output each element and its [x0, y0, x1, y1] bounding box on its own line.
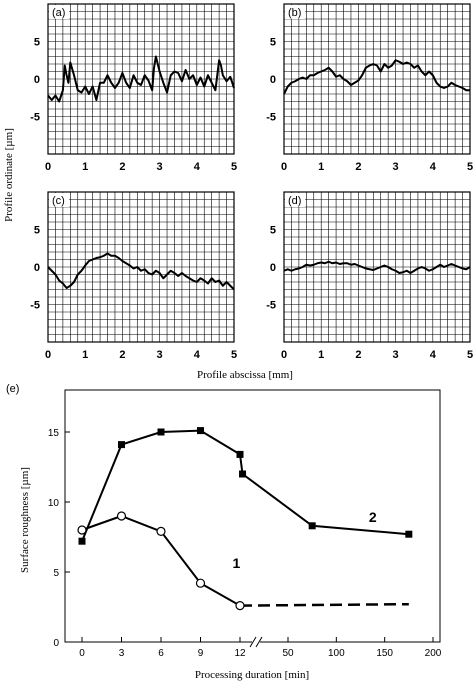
x-tick-label: 5	[467, 349, 473, 361]
x-tick-label: 9	[198, 648, 204, 659]
x-tick-label: 5	[467, 161, 473, 173]
y-tick-label: -5	[30, 300, 40, 312]
y-tick-label: -5	[30, 112, 40, 124]
x-tick-label: 3	[393, 161, 399, 173]
panel-label: (e)	[6, 383, 19, 395]
x-tick-label: 4	[194, 161, 201, 173]
series-2-point	[118, 441, 125, 449]
x-tick-label: 150	[376, 648, 393, 659]
y-tick-label: 15	[48, 428, 60, 439]
y-tick-label: 0	[270, 74, 276, 86]
x-tick-label: 200	[425, 648, 442, 659]
y-tick-label: 5	[53, 568, 59, 579]
panel-label-background	[285, 5, 305, 19]
axis-break-mark	[249, 636, 257, 648]
x-tick-label: 1	[318, 161, 324, 173]
y-axis-label: Surface roughness [µm]	[19, 467, 31, 573]
series-1-point	[195, 578, 206, 588]
x-tick-label: 0	[45, 349, 51, 361]
series-1-point	[156, 526, 166, 537]
y-tick-label: 0	[34, 74, 40, 86]
y-tick-label: 0	[34, 262, 40, 274]
x-tick-label: 2	[119, 161, 125, 173]
x-tick-label: 1	[82, 349, 88, 361]
x-tick-label: 4	[430, 349, 437, 361]
series-2-line	[81, 429, 409, 542]
plot-frame	[47, 3, 235, 155]
series-1-point	[235, 600, 245, 611]
profile-curve	[283, 59, 470, 95]
profile-curve	[283, 260, 471, 274]
panel-label: (d)	[288, 195, 301, 207]
series-2-point	[157, 428, 165, 436]
y-tick-label: 5	[270, 37, 276, 49]
x-tick-label: 0	[79, 648, 85, 659]
panel-d: (d) 5 0 -5 0 1 2 3 4 5	[266, 191, 473, 361]
panel-b: (b) 5 0 -5 0 1 2 3 4 5	[266, 3, 473, 173]
profile-panels: (a)50-50 1 2 3 4 5(b)50-50 1 2 3 4 5(c)50-50 1 2 3 4 5(…	[30, 3, 473, 361]
panel-label: (b)	[288, 7, 301, 19]
panel-c: (c) 5 0 -5 0 1 2 3 4 5	[30, 191, 237, 361]
x-tick-label: 100	[328, 648, 345, 659]
x-tick-label: 0	[281, 161, 287, 173]
x-tick-label: 3	[157, 349, 163, 361]
series-1-point	[77, 525, 87, 535]
y-tick-label: -5	[266, 300, 276, 312]
axis-break-gap	[252, 637, 260, 647]
series-2-point	[308, 522, 316, 530]
series-2-point	[405, 530, 413, 538]
profile-curve	[47, 252, 235, 291]
panel-label: (c)	[52, 195, 65, 207]
profile-y-axis-label: Profile ordinate [µm]	[3, 128, 15, 222]
y-tick-label: 5	[34, 37, 40, 49]
plot-frame	[283, 3, 471, 155]
y-tick-label: 0	[270, 262, 276, 274]
x-tick-label: 3	[119, 648, 125, 659]
panel-label-background	[49, 193, 69, 207]
profile-curve	[47, 55, 235, 103]
x-tick-label: 3	[157, 161, 163, 173]
y-tick-label: 5	[270, 225, 276, 237]
panel-label-background	[285, 193, 305, 207]
x-tick-label: 5	[231, 349, 237, 361]
x-tick-label: 12	[234, 648, 246, 659]
y-tick-label: 0	[53, 638, 59, 649]
y-tick-label: -5	[266, 112, 276, 124]
x-tick-label: 0	[281, 349, 287, 361]
series-2-label: 2	[369, 509, 377, 525]
series-1-dashed-line	[239, 602, 409, 607]
x-tick-label: 4	[430, 161, 437, 173]
x-tick-label: 0	[45, 161, 51, 173]
series-2-point	[239, 470, 247, 478]
profile-x-axis-label: Profile abscissa [mm]	[197, 369, 293, 381]
y-tick-label: 10	[48, 498, 60, 509]
series-2-point	[236, 450, 244, 458]
x-tick-label: 2	[355, 161, 361, 173]
x-axis-label: Processing duration [min]	[195, 669, 309, 681]
x-tick-label: 2	[119, 349, 125, 361]
series-1-label: 1	[233, 555, 241, 571]
series-2-point	[78, 537, 86, 545]
x-tick-label: 50	[282, 648, 294, 659]
axis-break-mark	[255, 636, 263, 648]
x-tick-label: 1	[318, 349, 324, 361]
series-1-point	[116, 511, 127, 521]
x-tick-label: 2	[355, 349, 361, 361]
x-tick-label: 4	[194, 349, 201, 361]
x-tick-label: 6	[158, 648, 164, 659]
y-tick-label: 5	[34, 225, 40, 237]
x-tick-label: 1	[82, 161, 88, 173]
x-tick-label: 3	[393, 349, 399, 361]
panel-label-background	[49, 5, 69, 19]
x-tick-label: 5	[231, 161, 237, 173]
series-2-point	[197, 427, 204, 435]
panel-a: (a) 5 0 -5 0 1 2 3 4 5	[30, 3, 237, 173]
panel-label: (a)	[52, 7, 65, 19]
